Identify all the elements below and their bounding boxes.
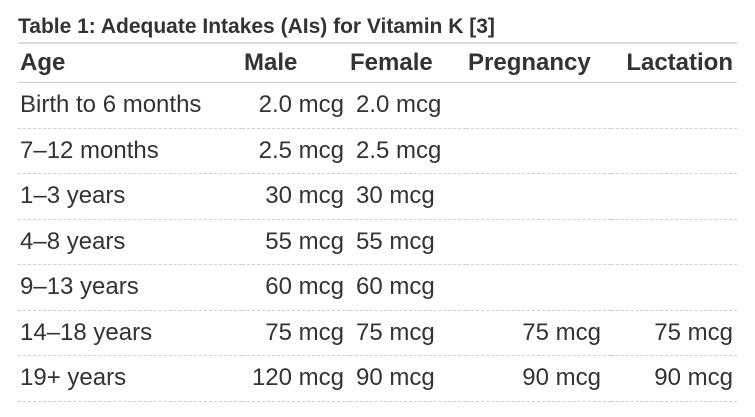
cell-male: 75 mcg [242, 310, 350, 356]
cell-female: 55 mcg [350, 219, 466, 265]
cell-lactation [611, 173, 737, 220]
cell-female: 30 mcg [350, 173, 466, 220]
cell-age: 19+ years [18, 355, 242, 402]
cell-female: 75 mcg [350, 310, 466, 356]
cell-age: 9–13 years [18, 264, 242, 311]
header-female: Female [350, 44, 466, 83]
cell-male: 120 mcg [242, 355, 350, 402]
cell-age: 1–3 years [18, 173, 242, 220]
cell-male: 30 mcg [242, 173, 350, 220]
cell-lactation [611, 82, 737, 129]
cell-female: 2.0 mcg [350, 82, 466, 129]
cell-pregnancy [466, 173, 611, 220]
cell-age: Birth to 6 months [18, 82, 242, 129]
cell-male: 2.5 mcg [242, 128, 350, 174]
cell-female: 90 mcg [350, 355, 466, 402]
cell-lactation [611, 219, 737, 265]
cell-male: 60 mcg [242, 264, 350, 311]
table-row: 19+ years 120 mcg 90 mcg 90 mcg 90 mcg [18, 355, 737, 402]
table-row: 4–8 years 55 mcg 55 mcg [18, 219, 737, 265]
cell-lactation [611, 128, 737, 174]
cell-female: 2.5 mcg [350, 128, 466, 174]
header-male: Male [242, 44, 350, 83]
cell-lactation: 90 mcg [611, 355, 737, 402]
table-row: 1–3 years 30 mcg 30 mcg [18, 173, 737, 220]
cell-male: 55 mcg [242, 219, 350, 265]
cell-pregnancy: 90 mcg [466, 355, 611, 402]
table-caption: Table 1: Adequate Intakes (AIs) for Vita… [18, 15, 495, 38]
header-lactation: Lactation [611, 44, 737, 83]
cell-pregnancy [466, 82, 611, 129]
cell-lactation: 75 mcg [611, 310, 737, 356]
cell-pregnancy: 75 mcg [466, 310, 611, 356]
cell-pregnancy [466, 264, 611, 311]
table-header-row: Age Male Female Pregnancy Lactation [18, 44, 737, 83]
table-row: Birth to 6 months 2.0 mcg 2.0 mcg [18, 82, 737, 129]
cell-age: 14–18 years [18, 310, 242, 356]
cell-age: 4–8 years [18, 219, 242, 265]
vitamin-k-ai-table: Age Male Female Pregnancy Lactation Birt… [18, 44, 737, 402]
cell-male: 2.0 mcg [242, 82, 350, 129]
cell-lactation [611, 264, 737, 311]
header-age: Age [18, 44, 242, 83]
cell-age: 7–12 months [18, 128, 242, 174]
cell-pregnancy [466, 219, 611, 265]
caption-divider [18, 42, 737, 44]
cell-female: 60 mcg [350, 264, 466, 311]
header-pregnancy: Pregnancy [466, 44, 611, 83]
table-row: 9–13 years 60 mcg 60 mcg [18, 264, 737, 311]
cell-pregnancy [466, 128, 611, 174]
table-row: 14–18 years 75 mcg 75 mcg 75 mcg 75 mcg [18, 310, 737, 356]
table-row: 7–12 months 2.5 mcg 2.5 mcg [18, 128, 737, 174]
